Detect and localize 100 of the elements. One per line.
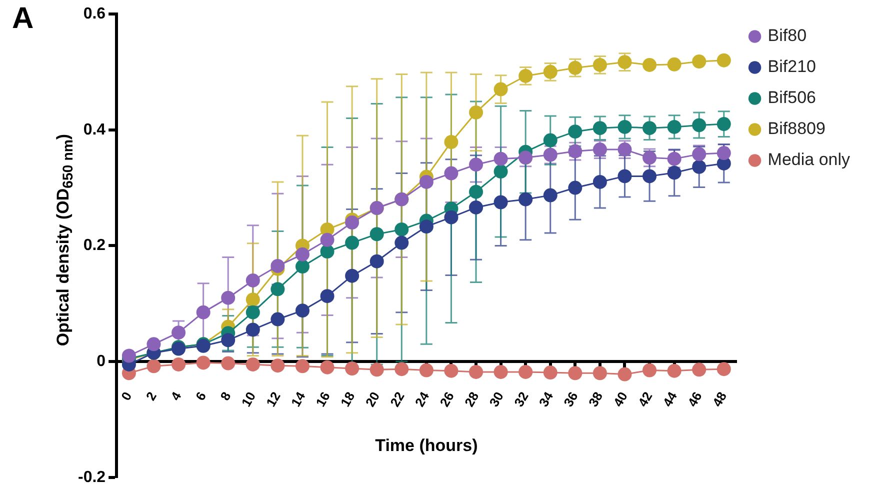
x-tick-label: 48 xyxy=(709,389,730,410)
point xyxy=(716,362,731,376)
point xyxy=(543,366,558,380)
point xyxy=(667,364,682,378)
x-tick-label: 34 xyxy=(536,388,556,410)
point xyxy=(642,169,657,184)
point xyxy=(246,322,260,337)
y-tick-label: 0 xyxy=(96,352,106,370)
point xyxy=(419,363,434,378)
point xyxy=(692,160,706,174)
point xyxy=(270,312,285,326)
point xyxy=(592,174,607,189)
legend-label: Bif8809 xyxy=(768,119,826,138)
point xyxy=(618,169,632,184)
point xyxy=(692,362,706,377)
point xyxy=(444,135,458,150)
point xyxy=(370,227,384,242)
point xyxy=(221,290,236,305)
point xyxy=(370,254,384,268)
point xyxy=(320,232,334,247)
x-tick-label: 14 xyxy=(288,388,309,410)
point xyxy=(270,282,285,296)
point xyxy=(469,184,484,199)
point xyxy=(444,364,458,378)
x-tick-label: 38 xyxy=(585,389,606,410)
point xyxy=(370,362,384,377)
point xyxy=(345,268,360,283)
point xyxy=(295,260,310,274)
point xyxy=(494,195,508,210)
point xyxy=(469,200,484,214)
point xyxy=(494,152,508,166)
x-tick-label: 20 xyxy=(362,389,383,410)
point xyxy=(543,133,558,148)
point xyxy=(667,57,682,72)
point xyxy=(345,362,360,376)
point xyxy=(270,358,285,373)
point xyxy=(394,362,409,376)
point xyxy=(295,247,310,262)
point xyxy=(270,258,285,273)
point xyxy=(494,164,508,179)
point xyxy=(196,305,210,320)
point xyxy=(568,366,582,380)
point xyxy=(716,117,731,132)
x-tick-label: 44 xyxy=(660,388,680,410)
point xyxy=(394,222,409,236)
point xyxy=(494,82,508,96)
point xyxy=(419,174,434,189)
x-tick-label: 12 xyxy=(263,389,284,410)
point xyxy=(692,118,706,132)
point xyxy=(469,105,484,120)
point xyxy=(122,348,136,363)
y-tick-label: 0.4 xyxy=(83,121,106,138)
y-tick-label: 0.2 xyxy=(83,237,106,254)
x-tick-label: 24 xyxy=(412,388,433,410)
x-tick-label: 2 xyxy=(142,389,160,404)
point xyxy=(246,273,260,288)
legend-label: Bif210 xyxy=(768,57,816,76)
point xyxy=(667,120,682,134)
point xyxy=(221,333,236,348)
point xyxy=(419,220,434,234)
point xyxy=(146,337,161,352)
point xyxy=(146,359,161,374)
point xyxy=(469,158,484,172)
chart-title: A xyxy=(12,2,34,36)
x-tick-label: 36 xyxy=(560,389,581,410)
x-tick-label: 6 xyxy=(192,389,210,404)
point xyxy=(618,120,632,134)
point xyxy=(295,359,310,374)
point xyxy=(592,366,607,380)
point xyxy=(494,364,508,379)
point xyxy=(320,244,334,258)
point xyxy=(246,357,260,372)
point xyxy=(543,188,558,202)
point xyxy=(642,363,657,378)
point xyxy=(320,360,334,374)
point xyxy=(196,356,210,370)
x-tick-label: 18 xyxy=(338,389,358,410)
x-tick-label: 28 xyxy=(461,389,482,410)
x-tick-label: 26 xyxy=(436,389,457,410)
point xyxy=(444,210,458,224)
x-tick-label: 10 xyxy=(238,389,259,410)
point xyxy=(518,192,533,206)
x-tick-label: 42 xyxy=(635,389,656,410)
point xyxy=(469,364,484,379)
point xyxy=(692,54,706,68)
point xyxy=(295,304,310,318)
y-tick-label: -0.2 xyxy=(78,468,106,486)
y-tick-label: 0.6 xyxy=(83,5,106,22)
legend-label: Bif506 xyxy=(768,88,816,108)
point xyxy=(642,58,657,72)
x-axis-title: Time (hours) xyxy=(375,436,478,455)
point xyxy=(246,292,260,307)
x-tick-label: 16 xyxy=(312,389,333,410)
point xyxy=(246,305,260,320)
point xyxy=(444,166,458,180)
point xyxy=(716,53,731,68)
point xyxy=(568,180,582,195)
point xyxy=(618,367,632,382)
point xyxy=(667,166,682,180)
point xyxy=(345,236,360,250)
